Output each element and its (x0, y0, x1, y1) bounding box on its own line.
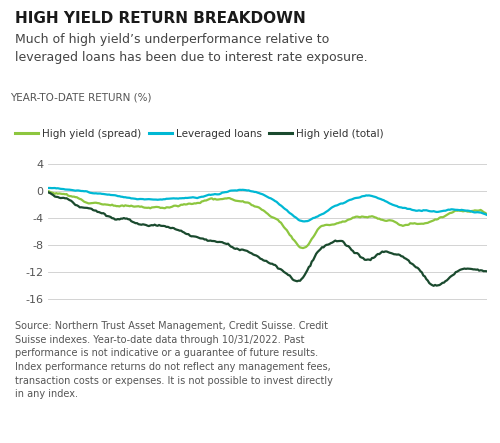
Text: Source: Northern Trust Asset Management, Credit Suisse. Credit
Suisse indexes. Y: Source: Northern Trust Asset Management,… (15, 321, 333, 399)
Legend: High yield (spread), Leveraged loans, High yield (total): High yield (spread), Leveraged loans, Hi… (16, 129, 384, 139)
Text: HIGH YIELD RETURN BREAKDOWN: HIGH YIELD RETURN BREAKDOWN (15, 11, 306, 26)
Text: YEAR-TO-DATE RETURN (%): YEAR-TO-DATE RETURN (%) (10, 92, 152, 102)
Text: Much of high yield’s underperformance relative to
leveraged loans has been due t: Much of high yield’s underperformance re… (15, 33, 368, 64)
